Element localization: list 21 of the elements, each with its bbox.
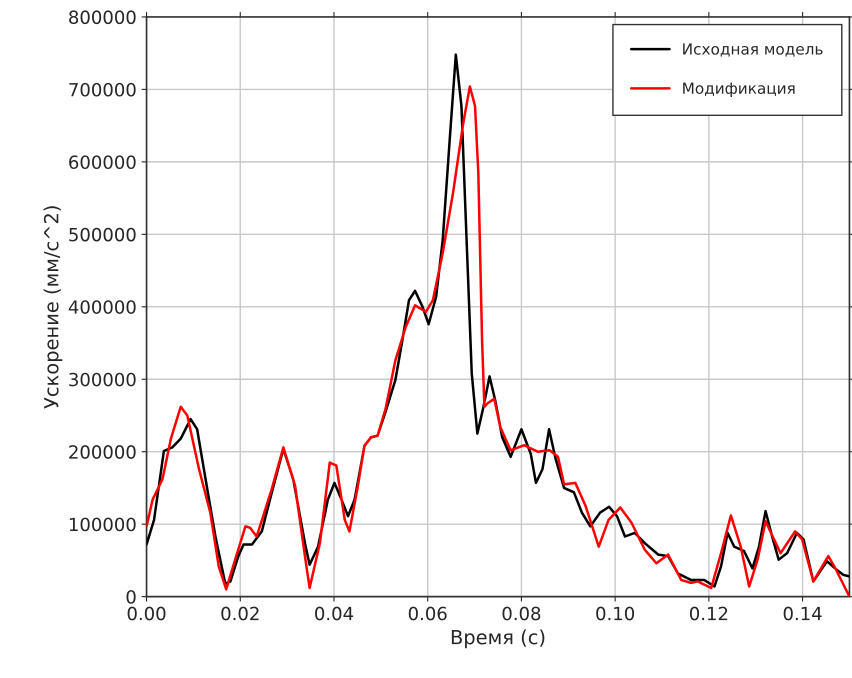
x-tick-label: 0.00 [128, 606, 166, 620]
y-tick-label: 800000 [69, 10, 136, 24]
x-tick-label: 0.08 [502, 606, 540, 620]
y-tick-label: 300000 [69, 372, 136, 386]
x-tick-label: 0.06 [408, 606, 447, 620]
legend-label: Модификация [683, 82, 795, 97]
y-tick-label: 100000 [70, 518, 136, 532]
legend-label: Исходная модель [683, 43, 823, 57]
y-axis-title: Ускорение (мм/с^2) [44, 206, 62, 409]
y-tick-label: 200000 [69, 445, 136, 459]
x-tick-label: 0.10 [596, 606, 634, 620]
y-tick-label: 700000 [69, 82, 136, 97]
x-tick-label: 0.02 [221, 606, 259, 620]
y-tick-label: 500000 [69, 228, 136, 242]
x-tick-label: 0.14 [784, 606, 822, 620]
x-tick-label: 0.04 [315, 606, 354, 620]
y-tick-label: 600000 [69, 155, 136, 169]
y-tick-label: 400000 [68, 300, 136, 314]
y-tick-label: 0 [126, 590, 136, 604]
x-tick-label: 0.12 [690, 606, 728, 620]
x-axis-title: Время (с) [452, 629, 544, 648]
